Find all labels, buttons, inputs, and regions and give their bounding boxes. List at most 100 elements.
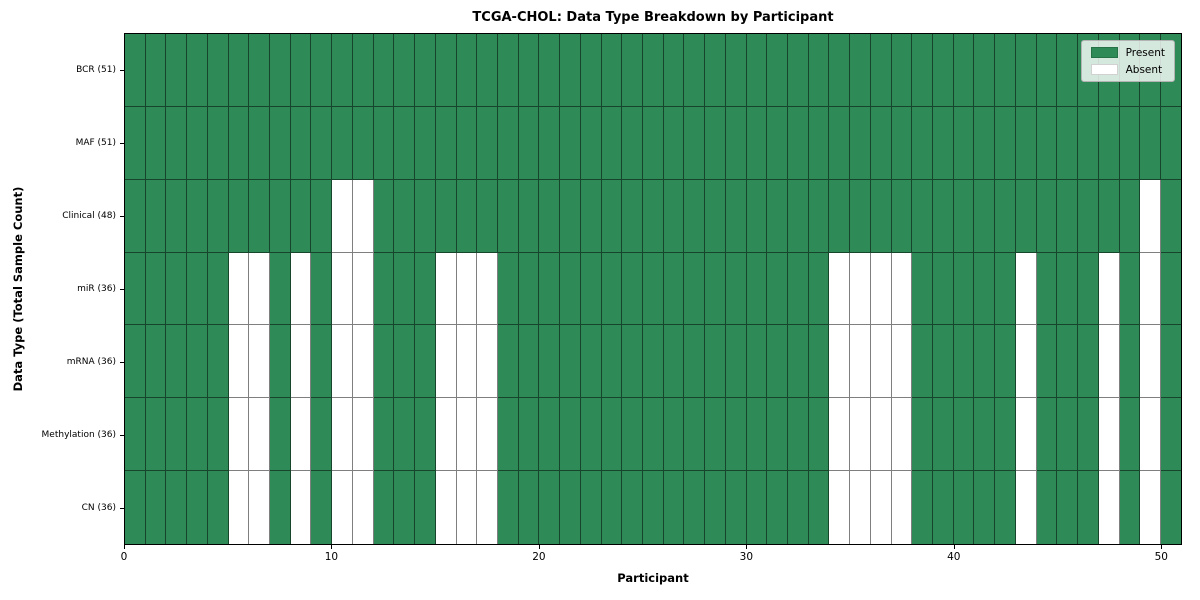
heatmap-cell-present <box>415 252 436 326</box>
heatmap-cell-absent <box>352 325 374 399</box>
y-tick-label: BCR (51) <box>76 64 116 75</box>
heatmap-cell-present <box>497 179 519 253</box>
heatmap-cell-absent <box>891 325 913 399</box>
heatmap-cell-present <box>394 106 416 180</box>
heatmap-cell-present <box>1119 398 1141 472</box>
heatmap-cell-present <box>1078 325 1099 399</box>
heatmap-cell-present <box>974 325 996 399</box>
heatmap-cell-present <box>974 34 996 107</box>
heatmap-cell-present <box>705 252 726 326</box>
heatmap-cell-present <box>394 325 416 399</box>
heatmap-cell-present <box>373 325 395 399</box>
heatmap-cell-present <box>270 179 291 253</box>
heatmap-cell-present <box>829 106 851 180</box>
heatmap-cell-present <box>953 34 975 107</box>
heatmap-cell-present <box>746 106 768 180</box>
heatmap-cell-present <box>332 34 353 107</box>
heatmap-cell-present <box>518 106 540 180</box>
heatmap-cell-present <box>953 325 975 399</box>
heatmap-cell-present <box>684 471 706 545</box>
heatmap-cell-present <box>166 398 188 472</box>
heatmap-cell-present <box>933 471 954 545</box>
y-tick-mark <box>120 289 124 290</box>
heatmap-cell-absent <box>829 252 851 326</box>
heatmap-cell-present <box>560 471 581 545</box>
y-axis-tick-labels: BCR (51) MAF (51) Clinical (48) miR (36) mRN… <box>0 33 116 545</box>
heatmap-cell-present <box>912 398 934 472</box>
heatmap-cell-present <box>953 252 975 326</box>
heatmap-cell-present <box>207 471 229 545</box>
heatmap-cell-present <box>311 471 333 545</box>
heatmap-cell-present <box>974 252 996 326</box>
heatmap-cell-present <box>870 34 892 107</box>
x-tick-label: 10 <box>324 551 339 563</box>
heatmap-cell-present <box>249 106 271 180</box>
heatmap-cell-present <box>477 179 498 253</box>
heatmap-cell-present <box>1036 398 1058 472</box>
heatmap-cell-present <box>622 106 643 180</box>
heatmap-cell-present <box>767 34 788 107</box>
heatmap-cell-present <box>1160 398 1181 472</box>
heatmap-cell-present <box>850 179 871 253</box>
heatmap-cell-present <box>290 106 312 180</box>
x-tick-label: 50 <box>1154 551 1168 563</box>
heatmap-cell-absent <box>228 325 250 399</box>
heatmap-cell-present <box>1057 398 1079 472</box>
heatmap-cell-present <box>497 471 519 545</box>
heatmap-cell-present <box>953 106 975 180</box>
heatmap-cell-present <box>166 179 188 253</box>
heatmap-cell-present <box>642 398 664 472</box>
heatmap-cell-present <box>953 471 975 545</box>
heatmap-cell-present <box>497 34 519 107</box>
y-tick-mark <box>120 142 124 144</box>
heatmap-cell-present <box>788 398 809 472</box>
heatmap-cell-present <box>560 34 581 107</box>
heatmap-cell-absent <box>228 471 250 545</box>
heatmap-row <box>125 252 1181 326</box>
heatmap-cell-present <box>352 106 374 180</box>
heatmap-cell-present <box>415 179 436 253</box>
heatmap-cell-present <box>270 471 291 545</box>
heatmap-cell-present <box>746 34 768 107</box>
heatmap-cell-present <box>290 34 312 107</box>
heatmap-cell-present <box>290 179 312 253</box>
heatmap-cell-present <box>580 179 602 253</box>
heatmap-grid <box>125 34 1181 545</box>
heatmap-cell-present <box>642 106 664 180</box>
heatmap-cell-present <box>580 106 602 180</box>
heatmap-cell-present <box>725 179 747 253</box>
heatmap-cell-present <box>539 398 561 472</box>
heatmap-cell-absent <box>456 471 478 545</box>
heatmap-cell-present <box>228 106 250 180</box>
heatmap-cell-absent <box>1140 325 1161 399</box>
chart-title: TCGA-CHOL: Data Type Breakdown by Partic… <box>472 10 834 25</box>
heatmap-cell-present <box>705 325 726 399</box>
heatmap-cell-present <box>311 325 333 399</box>
heatmap-cell-present <box>270 252 291 326</box>
heatmap-cell-present <box>518 252 540 326</box>
heatmap-cell-absent <box>435 325 457 399</box>
heatmap-cell-present <box>580 325 602 399</box>
heatmap-cell-present <box>891 179 913 253</box>
heatmap-cell-present <box>1057 106 1079 180</box>
heatmap-cell-present <box>580 398 602 472</box>
legend-label: Present <box>1125 47 1165 59</box>
heatmap-cell-absent <box>1140 471 1161 545</box>
heatmap-cell-present <box>933 34 954 107</box>
heatmap-cell-absent <box>249 252 271 326</box>
heatmap-cell-present <box>642 34 664 107</box>
heatmap-cell-absent <box>249 398 271 472</box>
heatmap-cell-present <box>456 106 478 180</box>
heatmap-cell-present <box>435 179 457 253</box>
heatmap-cell-present <box>725 34 747 107</box>
heatmap-cell-present <box>995 106 1016 180</box>
heatmap-cell-present <box>995 252 1016 326</box>
heatmap-cell-present <box>166 252 188 326</box>
heatmap-cell-present <box>601 471 623 545</box>
heatmap-cell-present <box>684 34 706 107</box>
heatmap-cell-present <box>601 398 623 472</box>
heatmap-cell-present <box>1057 325 1079 399</box>
heatmap-cell-present <box>746 325 768 399</box>
heatmap-cell-present <box>497 398 519 472</box>
heatmap-row <box>125 471 1181 545</box>
